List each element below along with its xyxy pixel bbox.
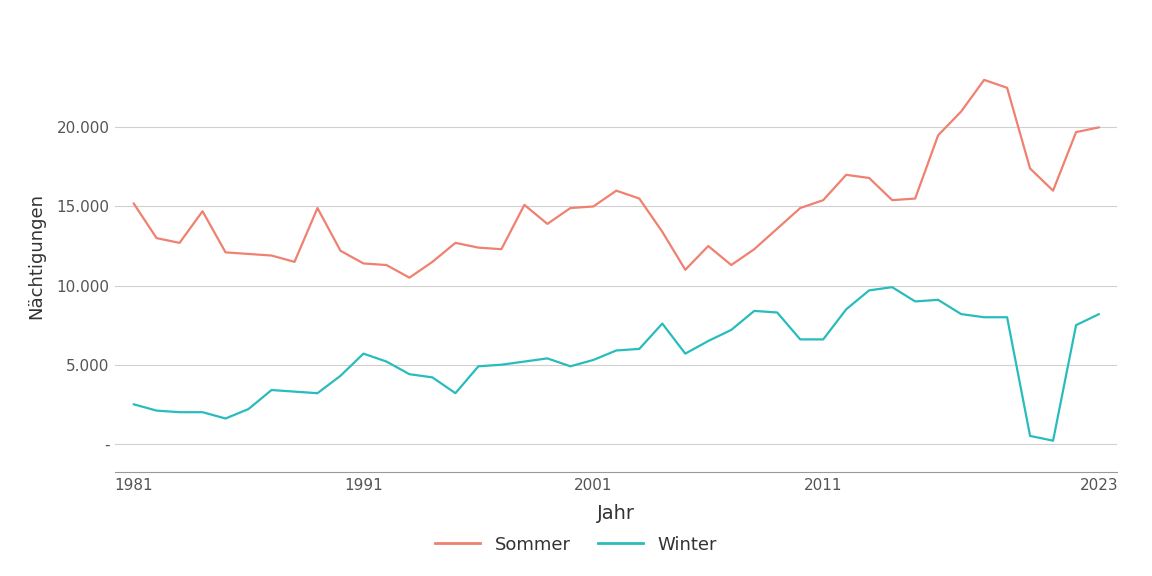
Sommer bbox=[817, 196, 831, 203]
Winter bbox=[655, 320, 669, 327]
Winter bbox=[311, 390, 325, 397]
Winter bbox=[540, 355, 554, 362]
Winter bbox=[586, 357, 600, 363]
Sommer bbox=[357, 260, 371, 267]
Sommer bbox=[379, 262, 393, 268]
Winter bbox=[173, 409, 187, 416]
Sommer bbox=[1046, 187, 1060, 194]
Sommer bbox=[1069, 128, 1083, 135]
Winter bbox=[334, 372, 348, 379]
Sommer bbox=[242, 251, 256, 257]
Winter bbox=[632, 346, 646, 353]
Sommer bbox=[1000, 84, 1014, 91]
Sommer bbox=[150, 234, 164, 241]
Winter bbox=[748, 308, 761, 314]
Sommer bbox=[679, 266, 692, 273]
Winter bbox=[679, 350, 692, 357]
Legend: Sommer, Winter: Sommer, Winter bbox=[427, 529, 725, 561]
Winter bbox=[794, 336, 808, 343]
Winter bbox=[1092, 310, 1106, 317]
Sommer bbox=[702, 242, 715, 249]
Sommer bbox=[1092, 124, 1106, 131]
Sommer bbox=[219, 249, 233, 256]
Winter bbox=[954, 310, 968, 317]
Sommer bbox=[448, 240, 462, 247]
Sommer bbox=[908, 195, 922, 202]
Winter bbox=[150, 407, 164, 414]
Winter bbox=[265, 386, 279, 393]
Sommer bbox=[1023, 165, 1037, 172]
Winter bbox=[379, 358, 393, 365]
Winter bbox=[494, 361, 508, 368]
Winter bbox=[127, 401, 141, 408]
Winter bbox=[219, 415, 233, 422]
Sommer bbox=[954, 108, 968, 115]
Winter bbox=[402, 371, 416, 378]
Sommer bbox=[494, 246, 508, 253]
Winter bbox=[977, 314, 991, 321]
Winter bbox=[840, 306, 854, 313]
Sommer bbox=[586, 203, 600, 210]
Sommer bbox=[471, 244, 485, 251]
Y-axis label: Nächtigungen: Nächtigungen bbox=[28, 194, 46, 319]
Winter bbox=[448, 390, 462, 397]
Winter bbox=[1046, 437, 1060, 444]
Sommer bbox=[173, 240, 187, 247]
Sommer bbox=[334, 247, 348, 254]
Winter bbox=[908, 298, 922, 305]
Winter bbox=[771, 309, 785, 316]
Winter bbox=[242, 406, 256, 412]
Winter bbox=[1023, 433, 1037, 439]
Sommer bbox=[425, 259, 439, 266]
Winter bbox=[885, 284, 899, 291]
Winter bbox=[1000, 314, 1014, 321]
Sommer bbox=[288, 259, 302, 266]
Sommer bbox=[517, 202, 531, 209]
Sommer bbox=[265, 252, 279, 259]
Winter bbox=[862, 287, 876, 294]
Winter bbox=[1069, 322, 1083, 329]
Winter bbox=[931, 297, 945, 304]
Sommer bbox=[540, 221, 554, 228]
Winter bbox=[288, 388, 302, 395]
Sommer bbox=[655, 228, 669, 235]
Sommer bbox=[632, 195, 646, 202]
Winter bbox=[609, 347, 623, 354]
Sommer bbox=[196, 208, 210, 215]
Winter bbox=[702, 338, 715, 344]
X-axis label: Jahr: Jahr bbox=[598, 504, 635, 523]
Sommer bbox=[794, 204, 808, 211]
Line: Sommer: Sommer bbox=[134, 80, 1099, 278]
Sommer bbox=[725, 262, 738, 268]
Sommer bbox=[977, 77, 991, 84]
Sommer bbox=[127, 200, 141, 207]
Sommer bbox=[402, 274, 416, 281]
Sommer bbox=[563, 204, 577, 211]
Sommer bbox=[748, 246, 761, 253]
Winter bbox=[817, 336, 831, 343]
Sommer bbox=[862, 175, 876, 181]
Winter bbox=[425, 374, 439, 381]
Sommer bbox=[840, 172, 854, 179]
Sommer bbox=[931, 132, 945, 139]
Winter bbox=[563, 363, 577, 370]
Sommer bbox=[311, 204, 325, 211]
Winter bbox=[357, 350, 371, 357]
Winter bbox=[725, 327, 738, 334]
Winter bbox=[517, 358, 531, 365]
Sommer bbox=[771, 225, 785, 232]
Winter bbox=[196, 409, 210, 416]
Sommer bbox=[609, 187, 623, 194]
Winter bbox=[471, 363, 485, 370]
Line: Winter: Winter bbox=[134, 287, 1099, 441]
Sommer bbox=[885, 196, 899, 203]
